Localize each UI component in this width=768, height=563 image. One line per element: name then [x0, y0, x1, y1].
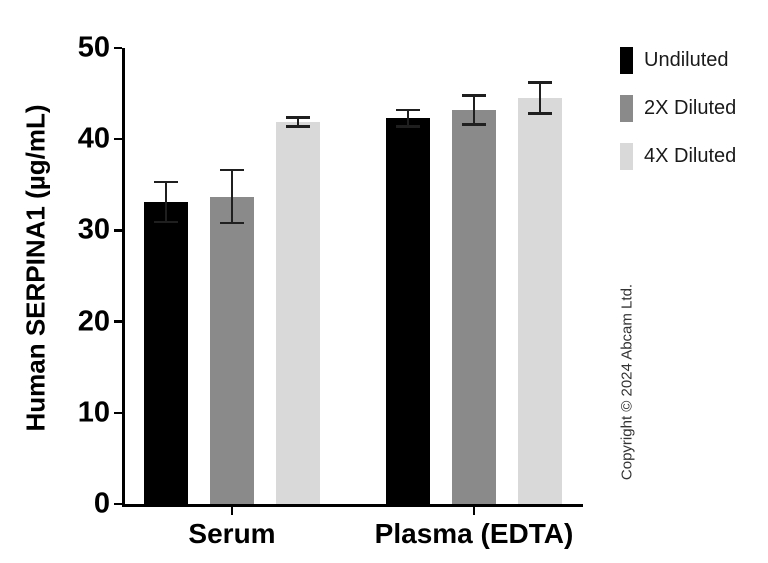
error-bar-cap-bottom — [462, 123, 486, 126]
error-bar — [538, 82, 542, 114]
x-category-label-serum: Serum — [188, 518, 276, 549]
legend-label: Undiluted — [644, 49, 729, 71]
y-tick-mark — [114, 320, 122, 323]
x-tick-mark — [230, 506, 234, 515]
legend-swatch-4x-diluted — [620, 143, 633, 170]
error-bar — [406, 110, 410, 127]
legend-label: 4X Diluted — [644, 145, 737, 167]
bar-2x-diluted-serum — [210, 196, 254, 504]
error-bar-cap-top — [528, 81, 552, 84]
y-tick-label: 40 — [77, 122, 110, 155]
bar-4x-diluted-plasma-edta — [518, 98, 562, 504]
legend-item-4x-diluted: 4X Diluted — [620, 143, 736, 170]
error-bar-cap-bottom — [286, 125, 310, 128]
x-category-label-plasma-edta: Plasma (EDTA) — [374, 518, 574, 549]
error-bar — [164, 182, 168, 223]
error-bar-cap-bottom — [396, 125, 420, 128]
error-bar-cap-bottom — [528, 112, 552, 115]
error-bar-cap-top — [220, 168, 244, 172]
legend-label: 2X Diluted — [644, 97, 737, 119]
y-tick-mark — [114, 137, 122, 141]
y-axis-line — [122, 48, 125, 507]
bar-undiluted-serum — [144, 202, 188, 504]
x-tick-mark — [472, 506, 476, 515]
bar-2x-diluted-plasma-edta — [452, 110, 496, 504]
y-tick-mark — [114, 411, 122, 415]
error-bar — [296, 117, 300, 127]
legend-swatch-2x-diluted — [620, 95, 633, 122]
y-tick-label: 20 — [77, 305, 110, 338]
y-tick-label: 0 — [93, 487, 110, 520]
copyright-text: Copyright © 2024 Abcam Ltd. — [618, 283, 636, 481]
legend-swatch-undiluted — [620, 47, 633, 74]
y-tick-mark — [114, 46, 122, 50]
error-bar-cap-bottom — [154, 220, 178, 224]
legend: Undiluted 2X Diluted 4X Diluted — [620, 47, 736, 191]
error-bar-cap-top — [154, 180, 178, 184]
error-bar-cap-top — [396, 108, 420, 112]
y-tick-label: 30 — [77, 213, 110, 246]
legend-item-2x-diluted: 2X Diluted — [620, 95, 736, 122]
error-bar-cap-top — [286, 116, 310, 119]
error-bar — [230, 170, 234, 224]
legend-item-undiluted: Undiluted — [620, 47, 736, 74]
error-bar-cap-top — [462, 94, 486, 97]
error-bar — [472, 95, 476, 125]
bar-4x-diluted-serum — [276, 121, 320, 504]
y-tick-label: 10 — [77, 396, 110, 429]
y-tick-mark — [114, 229, 122, 232]
y-tick-label: 50 — [77, 31, 110, 64]
x-axis-line — [122, 504, 583, 507]
bar-undiluted-plasma-edta — [386, 118, 430, 504]
error-bar-cap-bottom — [220, 221, 244, 225]
y-tick-mark — [114, 502, 122, 506]
